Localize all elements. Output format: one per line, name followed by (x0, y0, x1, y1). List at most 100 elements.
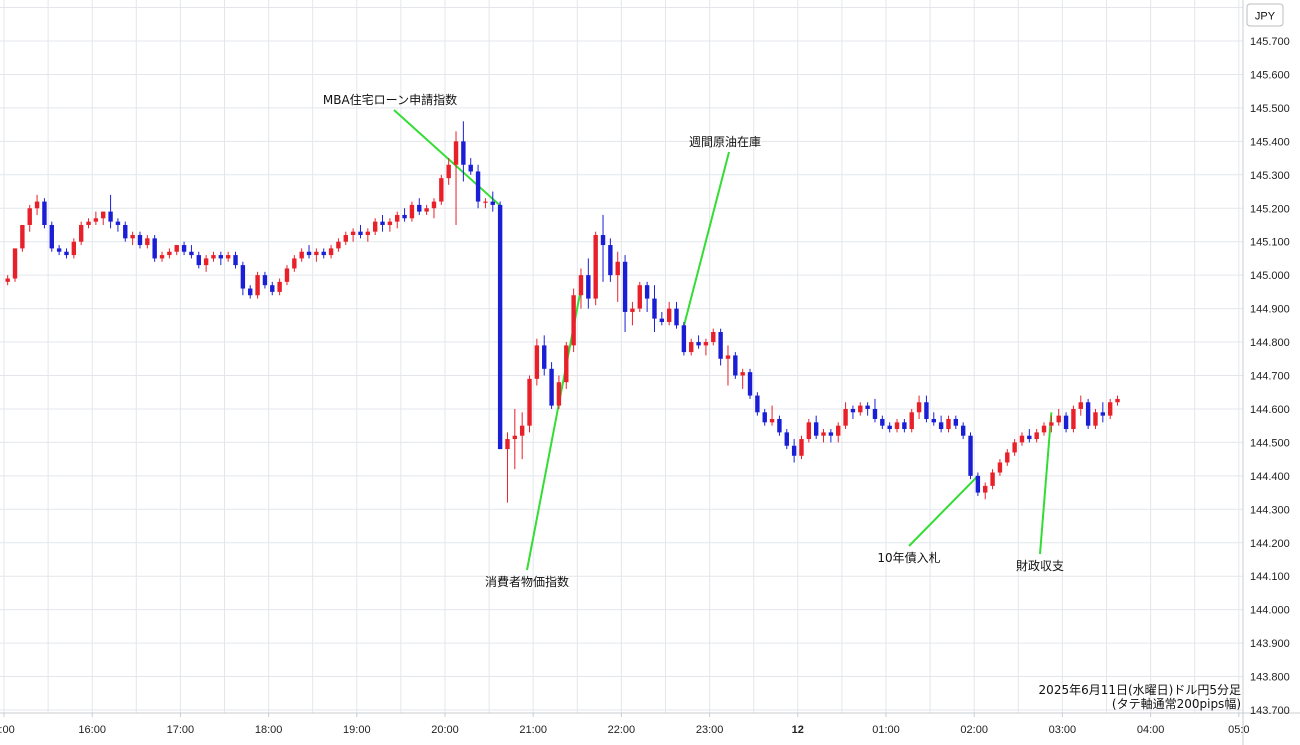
candle (446, 158, 451, 185)
candle (299, 248, 304, 262)
candle (262, 271, 268, 289)
candle-body (71, 241, 77, 256)
candle (174, 245, 179, 256)
candle-body (233, 255, 238, 266)
candle-body (740, 372, 745, 376)
candle (431, 198, 437, 219)
y-tick-label: 145.200 (1250, 203, 1290, 215)
candle-body (703, 342, 709, 346)
x-tick-label: 02:00 (960, 724, 988, 736)
candle (578, 268, 584, 309)
candle (137, 231, 143, 249)
candle-body (1107, 402, 1113, 416)
candle (497, 201, 503, 450)
candle (468, 158, 473, 175)
candle-body (299, 251, 304, 259)
candle-body (622, 261, 628, 312)
candle (123, 221, 128, 242)
candle-body (813, 422, 819, 436)
candle-body (321, 251, 326, 256)
annotation-label: 財政収支 (1016, 558, 1064, 573)
candle-body (101, 211, 106, 219)
candle (571, 288, 576, 353)
candle (865, 402, 870, 416)
candle-body (512, 435, 518, 440)
candle (233, 251, 238, 269)
candle-body (983, 485, 988, 493)
y-tick-label: 144.700 (1250, 371, 1290, 383)
y-tick-labels: 145.700 145.600 145.500 145.400 145.300 145.2… (1250, 36, 1290, 717)
candle (637, 281, 642, 312)
candle-body (475, 171, 481, 202)
candle (395, 211, 400, 229)
candle (850, 405, 856, 419)
candle-body (328, 248, 334, 256)
candle (1034, 429, 1039, 443)
candle (225, 251, 231, 262)
y-tick-label: 145.100 (1250, 237, 1290, 249)
candle (799, 435, 804, 460)
candle (270, 281, 275, 296)
candle (740, 368, 745, 389)
candle (365, 228, 371, 242)
candle-body (336, 241, 341, 249)
candle-body (167, 251, 172, 256)
candle (71, 238, 77, 259)
candle (12, 248, 18, 282)
candle-body (681, 325, 687, 353)
candle-body (659, 318, 665, 322)
candle (20, 224, 25, 252)
candle (777, 415, 782, 436)
candle-body (262, 275, 268, 286)
candle (453, 131, 459, 225)
currency-badge (1246, 3, 1284, 27)
candle-body (5, 278, 10, 282)
y-tick-label: 144.100 (1250, 571, 1290, 583)
x-tick-label: 5:00 (0, 724, 15, 736)
candle (953, 415, 959, 430)
candle-body (711, 332, 716, 343)
candle-body (461, 141, 466, 165)
candle (93, 211, 99, 225)
candle-body (380, 221, 385, 225)
candle-body (277, 281, 282, 292)
candle-body (343, 235, 348, 242)
candle (762, 408, 767, 426)
candle (1085, 398, 1091, 430)
y-tick-label: 145.000 (1250, 270, 1290, 282)
candle (130, 231, 135, 246)
candle (42, 198, 47, 229)
candle-body (306, 251, 312, 256)
candle-body (556, 382, 562, 406)
candle-body (534, 345, 540, 379)
candle-body (225, 255, 231, 259)
candle-body (145, 238, 150, 246)
y-tick-label: 145.600 (1250, 69, 1290, 81)
candle (417, 198, 422, 215)
candle-body (387, 221, 393, 225)
candle-body (968, 435, 973, 476)
candle-body (755, 395, 760, 413)
candle-body (608, 245, 613, 276)
candle (387, 218, 393, 232)
candle-body (1063, 415, 1069, 430)
candle (1049, 415, 1054, 433)
candle (519, 412, 525, 460)
candle-body (152, 238, 157, 259)
candle (475, 164, 481, 209)
chart-grid (0, 0, 1243, 713)
annotation-line (682, 151, 730, 327)
candle (733, 352, 738, 379)
candle-body (1085, 402, 1091, 426)
candle-body (189, 251, 194, 256)
annotation-label: 消費者物価指数 (485, 574, 569, 589)
x-tick-label: 05:0 (1228, 724, 1249, 736)
candle-body (49, 224, 54, 249)
candle-body (211, 255, 216, 259)
candle (314, 248, 319, 262)
candle-body (284, 268, 290, 282)
candle-body (1078, 402, 1083, 409)
candle-body (519, 425, 525, 436)
candle (292, 255, 297, 272)
